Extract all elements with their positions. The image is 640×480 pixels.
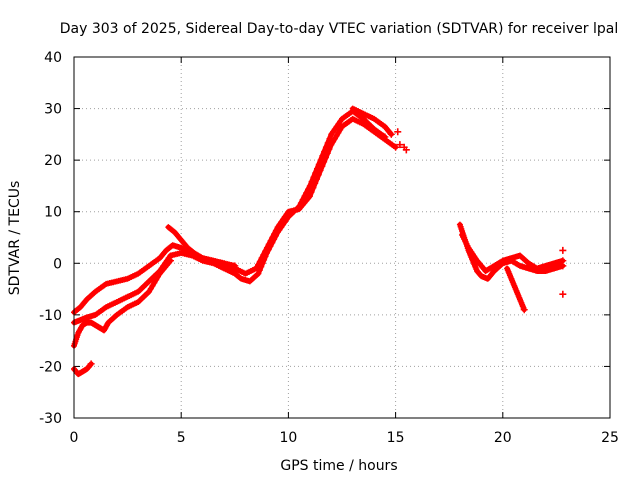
markers-track-f xyxy=(349,105,395,138)
markers-track-i xyxy=(504,265,528,314)
y-tick-label: 30 xyxy=(44,102,62,118)
x-tick-label: 15 xyxy=(387,430,405,446)
grid-lines xyxy=(74,57,610,418)
y-tick-label: -20 xyxy=(39,359,62,375)
plot-frame xyxy=(73,56,611,419)
markers-track-e xyxy=(165,224,239,270)
y-axis-label: SDTVAR / TECUs xyxy=(7,181,23,296)
x-tick-label: 25 xyxy=(601,430,619,446)
x-axis-label: GPS time / hours xyxy=(280,458,397,474)
series-outliers xyxy=(394,128,567,298)
tick-labels: 0 5 10 15 20 25 -30 -20 -10 0 10 20 30 40 xyxy=(39,50,619,446)
x-tick-label: 5 xyxy=(177,430,186,446)
data-points xyxy=(71,105,567,378)
y-tick-label: 40 xyxy=(44,50,62,66)
series-track-b xyxy=(71,116,399,326)
x-tick-label: 10 xyxy=(279,430,297,446)
y-tick-label: -30 xyxy=(39,411,62,427)
y-tick-label: 0 xyxy=(53,256,62,272)
x-tick-label: 20 xyxy=(494,430,512,446)
markers-track-d xyxy=(71,360,95,378)
y-tick-label: 10 xyxy=(44,205,62,221)
markers-track-b xyxy=(71,115,400,326)
x-tick-label: 0 xyxy=(70,430,79,446)
y-tick-label: 20 xyxy=(44,153,62,169)
axis-ticks xyxy=(73,56,611,419)
chart-title: Day 303 of 2025, Sidereal Day-to-day VTE… xyxy=(60,21,618,37)
markers-track-h xyxy=(459,231,567,275)
y-tick-label: -10 xyxy=(39,308,62,324)
